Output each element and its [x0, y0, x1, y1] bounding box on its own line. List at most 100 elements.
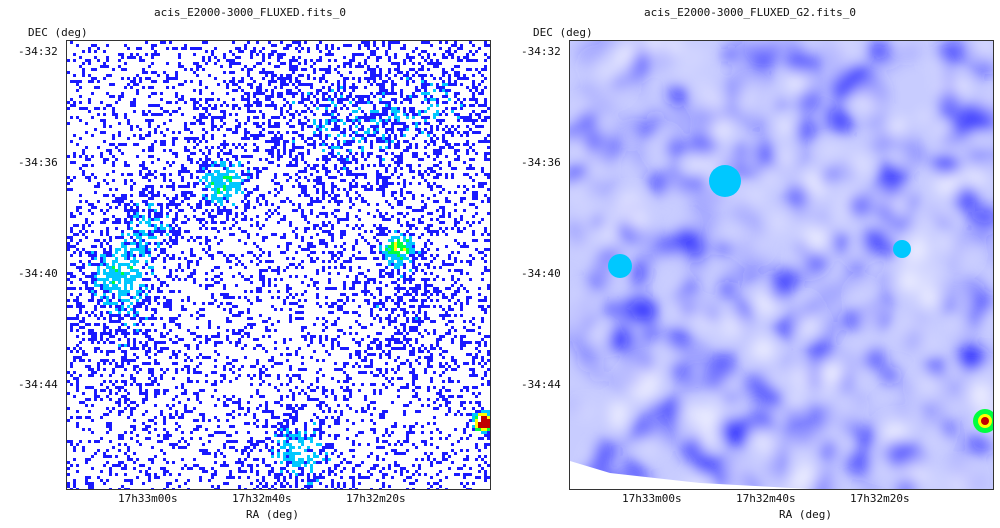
heatmap-pixel — [208, 245, 211, 248]
heatmap-pixel — [220, 293, 223, 296]
heatmap-pixel — [85, 251, 88, 254]
heatmap-pixel — [175, 206, 178, 209]
heatmap-pixel — [409, 362, 412, 365]
heatmap-pixel — [67, 305, 70, 308]
heatmap-pixel — [418, 356, 421, 359]
heatmap-pixel — [187, 365, 190, 368]
heatmap-pixel — [202, 161, 205, 164]
heatmap-pixel — [283, 236, 286, 239]
heatmap-pixel — [301, 158, 304, 161]
heatmap-pixel — [196, 347, 199, 350]
heatmap-pixel — [166, 275, 169, 278]
heatmap-pixel — [286, 296, 289, 299]
heatmap-pixel — [208, 56, 211, 59]
heatmap-pixel — [196, 317, 199, 320]
heatmap-pixel — [85, 311, 88, 314]
heatmap-pixel — [319, 137, 322, 140]
heatmap-pixel — [220, 119, 223, 122]
heatmap-pixel — [259, 110, 262, 113]
heatmap-pixel — [217, 209, 220, 212]
heatmap-pixel — [199, 227, 202, 230]
heatmap-pixel — [373, 74, 376, 77]
heatmap-pixel — [418, 164, 421, 167]
heatmap-pixel — [196, 380, 199, 383]
heatmap-pixel — [277, 377, 280, 380]
heatmap-pixel — [199, 83, 202, 86]
heatmap-pixel — [289, 74, 292, 77]
heatmap-pixel — [439, 167, 442, 170]
heatmap-pixel — [397, 203, 400, 206]
heatmap-pixel — [490, 302, 491, 305]
heatmap-pixel — [424, 368, 427, 371]
heatmap-pixel — [436, 230, 439, 233]
heatmap-pixel — [475, 239, 478, 242]
heatmap-pixel — [118, 53, 121, 56]
heatmap-pixel — [328, 59, 331, 62]
heatmap-pixel — [388, 104, 391, 107]
heatmap-pixel — [424, 242, 427, 245]
heatmap-pixel — [379, 149, 382, 152]
heatmap-pixel — [430, 320, 433, 323]
heatmap-pixel — [160, 248, 163, 251]
heatmap-pixel — [436, 119, 439, 122]
heatmap-pixel — [316, 257, 319, 260]
heatmap-pixel — [100, 152, 103, 155]
heatmap-pixel — [223, 188, 226, 191]
heatmap-pixel — [220, 143, 223, 146]
heatmap-pixel — [376, 128, 379, 131]
heatmap-pixel — [208, 152, 211, 155]
heatmap-pixel — [124, 263, 127, 266]
heatmap-pixel — [340, 158, 343, 161]
heatmap-pixel — [289, 164, 292, 167]
heatmap-pixel — [190, 236, 193, 239]
heatmap-pixel — [364, 41, 367, 44]
heatmap-pixel — [220, 179, 223, 182]
heatmap-pixel — [349, 65, 352, 68]
heatmap-pixel — [109, 239, 112, 242]
heatmap-pixel — [412, 152, 415, 155]
heatmap-pixel — [445, 233, 448, 236]
heatmap-pixel — [133, 98, 136, 101]
heatmap-pixel — [136, 224, 139, 227]
heatmap-pixel — [211, 227, 214, 230]
heatmap-pixel — [97, 263, 100, 266]
heatmap-pixel — [412, 377, 415, 380]
heatmap-pixel — [187, 380, 190, 383]
heatmap-pixel — [154, 347, 157, 350]
heatmap-pixel — [274, 188, 277, 191]
heatmap-pixel — [235, 131, 238, 134]
heatmap-pixel — [316, 188, 319, 191]
heatmap-pixel — [487, 350, 490, 353]
heatmap-pixel — [352, 365, 355, 368]
heatmap-pixel — [463, 191, 466, 194]
heatmap-pixel — [115, 251, 118, 254]
heatmap-pixel — [352, 155, 355, 158]
heatmap-pixel — [358, 101, 361, 104]
left-image-plot[interactable] — [66, 40, 491, 490]
heatmap-pixel — [172, 203, 175, 206]
heatmap-pixel — [400, 242, 403, 245]
heatmap-pixel — [172, 218, 175, 221]
heatmap-pixel — [163, 167, 166, 170]
heatmap-pixel — [322, 77, 325, 80]
heatmap-pixel — [424, 287, 427, 290]
heatmap-pixel — [349, 143, 352, 146]
heatmap-pixel — [262, 284, 265, 287]
heatmap-pixel — [112, 137, 115, 140]
heatmap-pixel — [244, 98, 247, 101]
heatmap-pixel — [460, 104, 463, 107]
heatmap-pixel — [352, 83, 355, 86]
heatmap-pixel — [250, 317, 253, 320]
heatmap-pixel — [172, 230, 175, 233]
heatmap-pixel — [103, 122, 106, 125]
heatmap-pixel — [229, 80, 232, 83]
heatmap-pixel — [445, 173, 448, 176]
heatmap-pixel — [130, 101, 133, 104]
heatmap-pixel — [400, 128, 403, 131]
heatmap-pixel — [331, 257, 334, 260]
heatmap-pixel — [415, 377, 418, 380]
heatmap-pixel — [301, 83, 304, 86]
heatmap-pixel — [175, 194, 178, 197]
heatmap-pixel — [172, 254, 175, 257]
heatmap-pixel — [289, 353, 292, 356]
